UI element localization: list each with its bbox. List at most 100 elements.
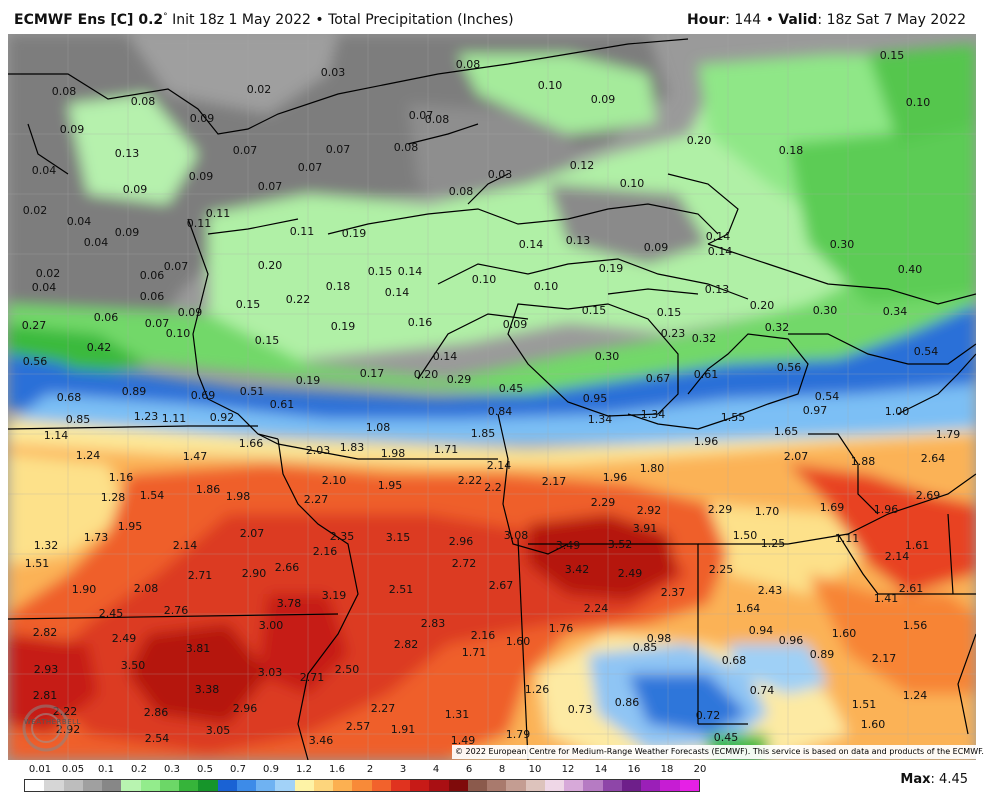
legend-swatch [448, 780, 468, 791]
precipitation-map[interactable]: 0.02 0.08 0.08 0.09 0.03 0.02 0.08 0.10 0.09 0.15… [8, 34, 976, 760]
legend-label: 12 [561, 764, 575, 775]
precip-value: 1.11 [162, 412, 187, 425]
precip-value: 0.54 [914, 345, 939, 358]
precip-value: 0.15 [236, 298, 261, 311]
legend-label: 18 [660, 764, 674, 775]
precip-value: 0.15 [657, 306, 682, 319]
precip-value: 1.95 [378, 479, 403, 492]
precip-value: 0.09 [644, 241, 669, 254]
precip-value: 2.49 [618, 567, 643, 580]
precip-value: 0.07 [409, 109, 434, 122]
precip-value: 1.95 [118, 520, 143, 533]
precip-value: 0.03 [488, 168, 513, 181]
precip-value: 0.15 [582, 304, 607, 317]
precip-value: 1.64 [736, 602, 761, 615]
precip-value: 0.06 [94, 311, 119, 324]
precip-value: 0.40 [898, 263, 923, 276]
precip-value: 0.07 [298, 161, 323, 174]
precip-value: 1.91 [391, 723, 416, 736]
precip-value: 2.64 [921, 452, 946, 465]
precip-value: 0.72 [696, 709, 721, 722]
legend-swatch [159, 780, 179, 791]
precip-value: 0.32 [765, 321, 790, 334]
precip-value: 0.10 [534, 280, 559, 293]
precip-value: 2.96 [449, 535, 474, 548]
precip-value: 0.18 [779, 144, 804, 157]
precip-value: 1.25 [761, 537, 786, 550]
max-label-text: Max [900, 772, 931, 787]
precip-value: 1.90 [72, 583, 97, 596]
precip-value: 1.24 [76, 449, 101, 462]
precip-value: 0.89 [810, 648, 835, 661]
precip-value: 0.06 [140, 290, 165, 303]
precip-value: 0.84 [488, 405, 513, 418]
legend-swatch [313, 780, 333, 791]
precip-value: 1.80 [640, 462, 665, 475]
precip-value: 2.76 [164, 604, 189, 617]
precip-value: 0.04 [67, 215, 92, 228]
precip-value: 0.67 [646, 372, 671, 385]
legend-label: 6 [465, 764, 473, 775]
legend-swatch [679, 780, 699, 791]
precip-value: 0.08 [456, 58, 481, 71]
legend-label: 8 [498, 764, 506, 775]
precip-value: 1.83 [340, 441, 365, 454]
precip-value: 0.13 [705, 283, 730, 296]
legend-label: 3 [399, 764, 407, 775]
precip-value: 1.34 [641, 408, 666, 421]
legend-label: 2 [366, 764, 374, 775]
legend-swatch [140, 780, 160, 791]
precip-value: 0.68 [722, 654, 747, 667]
precip-value: 0.08 [449, 185, 474, 198]
precip-value: 0.13 [115, 147, 140, 160]
precip-value: 0.08 [425, 113, 450, 126]
precip-value: 2.54 [145, 732, 170, 745]
precip-value: 0.97 [803, 404, 828, 417]
precip-value: 2.10 [322, 474, 347, 487]
precip-value: 0.09 [123, 183, 148, 196]
state-borders [8, 38, 976, 760]
legend-swatch [371, 780, 391, 791]
precip-value: 1.66 [239, 437, 264, 450]
precip-value: 0.07 [326, 143, 351, 156]
precip-value: 2.03 [306, 444, 331, 457]
precip-value: 0.09 [591, 93, 616, 106]
legend-labels: 0.01 0.05 0.1 0.2 0.3 0.5 0.7 0.9 1.2 1.6 2 3 4 6 8 10 1… [24, 764, 707, 778]
legend-label: 1.6 [329, 764, 345, 775]
precip-value: 2.93 [34, 663, 59, 676]
precip-value: 1.96 [874, 503, 899, 516]
precip-value: 3.08 [504, 529, 529, 542]
precip-value: 1.98 [226, 490, 251, 503]
precip-value: 0.11 [290, 225, 315, 238]
precip-value: 0.92 [210, 411, 235, 424]
precip-value: 2.22 [458, 474, 483, 487]
precip-value: 1.86 [196, 483, 221, 496]
precip-value: 0.09 [189, 170, 214, 183]
precip-value: 1.79 [936, 428, 961, 441]
precip-value: 2.67 [489, 579, 514, 592]
precip-value: 0.08 [52, 85, 77, 98]
precip-value: 0.34 [883, 305, 908, 318]
precip-value: 3.38 [195, 683, 220, 696]
precip-value: 2.92 [637, 504, 662, 517]
precip-value: 0.19 [331, 320, 356, 333]
precip-value: 1.00 [885, 405, 910, 418]
precip-value: 0.02 [36, 267, 61, 280]
legend-swatch [236, 780, 256, 791]
precip-value: 0.51 [240, 385, 265, 398]
legend-label: 16 [627, 764, 641, 775]
precip-value: 0.09 [503, 318, 528, 331]
precip-value: 2.14 [173, 539, 198, 552]
precip-value: 0.16 [408, 316, 433, 329]
precip-value: 2.35 [330, 530, 355, 543]
precip-value: 1.71 [434, 443, 459, 456]
legend-swatch [198, 780, 218, 791]
precip-value: 0.06 [140, 269, 165, 282]
precip-value: 1.60 [832, 627, 857, 640]
precip-value: 1.96 [694, 435, 719, 448]
map-title: ECMWF Ens [C] 0.2° Init 18z 1 May 2022 •… [14, 12, 514, 28]
precip-value: 0.56 [23, 355, 48, 368]
precip-value: 0.54 [815, 390, 840, 403]
precip-value: 0.45 [499, 382, 524, 395]
precip-value: 3.91 [633, 522, 658, 535]
